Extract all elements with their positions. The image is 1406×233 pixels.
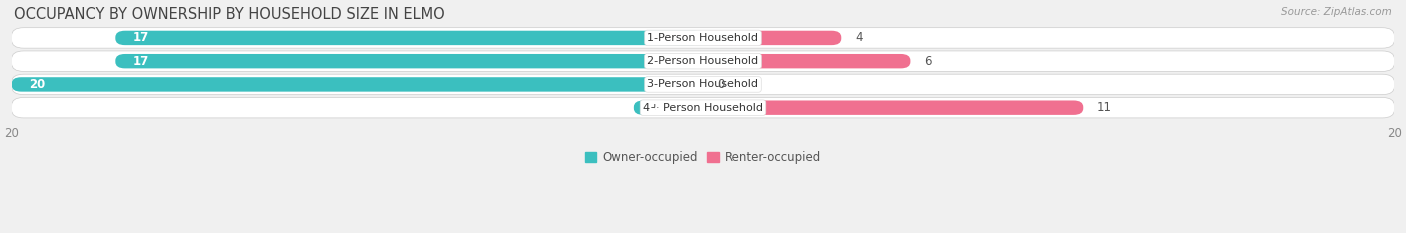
FancyBboxPatch shape bbox=[703, 54, 911, 69]
Text: 20: 20 bbox=[30, 78, 45, 91]
FancyBboxPatch shape bbox=[11, 97, 1395, 118]
Text: 3-Person Household: 3-Person Household bbox=[648, 79, 758, 89]
Text: 17: 17 bbox=[132, 55, 149, 68]
Text: Source: ZipAtlas.com: Source: ZipAtlas.com bbox=[1281, 7, 1392, 17]
Text: 2: 2 bbox=[651, 101, 659, 114]
Text: OCCUPANCY BY OWNERSHIP BY HOUSEHOLD SIZE IN ELMO: OCCUPANCY BY OWNERSHIP BY HOUSEHOLD SIZE… bbox=[14, 7, 444, 22]
FancyBboxPatch shape bbox=[115, 31, 703, 45]
Text: 0: 0 bbox=[717, 78, 724, 91]
Text: 1-Person Household: 1-Person Household bbox=[648, 33, 758, 43]
FancyBboxPatch shape bbox=[634, 100, 703, 115]
FancyBboxPatch shape bbox=[115, 54, 703, 69]
Text: 11: 11 bbox=[1097, 101, 1112, 114]
FancyBboxPatch shape bbox=[703, 100, 1083, 115]
Legend: Owner-occupied, Renter-occupied: Owner-occupied, Renter-occupied bbox=[579, 147, 827, 169]
FancyBboxPatch shape bbox=[11, 74, 1395, 95]
FancyBboxPatch shape bbox=[703, 31, 841, 45]
Text: 17: 17 bbox=[132, 31, 149, 45]
Text: 2-Person Household: 2-Person Household bbox=[647, 56, 759, 66]
Text: 4: 4 bbox=[855, 31, 863, 45]
Text: 4+ Person Household: 4+ Person Household bbox=[643, 103, 763, 113]
FancyBboxPatch shape bbox=[11, 51, 1395, 71]
FancyBboxPatch shape bbox=[11, 77, 703, 92]
Text: 6: 6 bbox=[924, 55, 932, 68]
FancyBboxPatch shape bbox=[11, 28, 1395, 48]
